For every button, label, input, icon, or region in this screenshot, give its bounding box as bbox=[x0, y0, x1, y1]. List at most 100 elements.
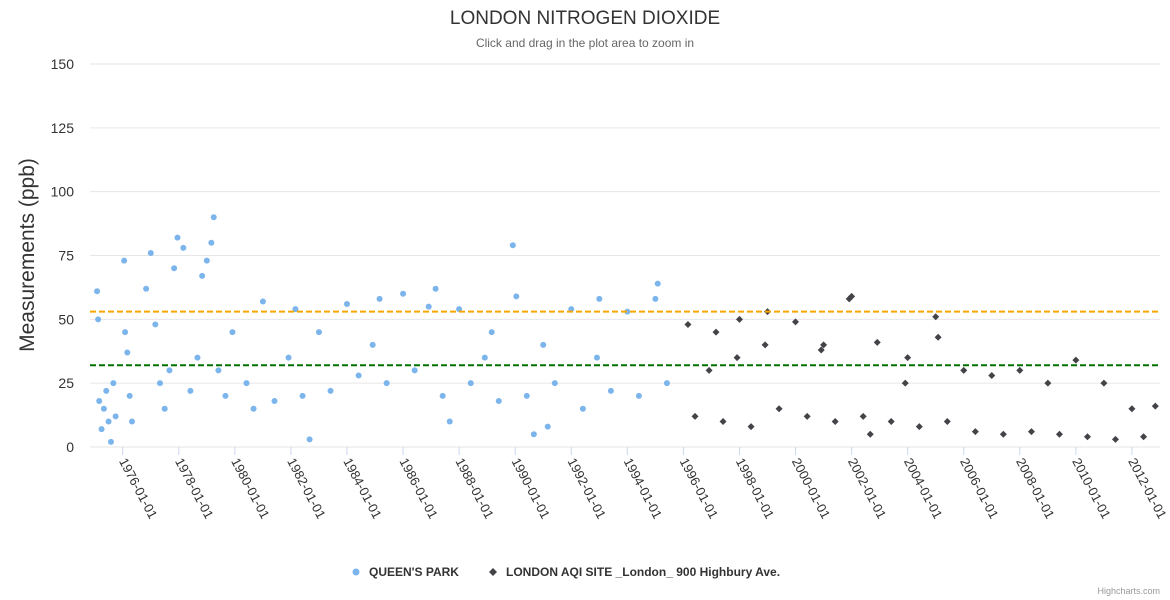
data-point bbox=[243, 380, 250, 387]
data-point bbox=[831, 417, 839, 425]
legend-label-queens-park: QUEEN'S PARK bbox=[369, 565, 459, 579]
data-point bbox=[635, 392, 642, 399]
y-tick-label: 125 bbox=[51, 120, 75, 136]
data-point bbox=[1055, 430, 1063, 438]
data-point bbox=[488, 329, 495, 336]
data-point bbox=[143, 285, 150, 292]
legend-item-london-aqi[interactable]: LONDON AQI SITE _London_ 900 Highbury Av… bbox=[489, 565, 780, 579]
data-point bbox=[904, 354, 912, 362]
reference-lines bbox=[90, 310, 1160, 367]
data-point bbox=[203, 257, 210, 264]
y-tick-label: 25 bbox=[58, 375, 74, 391]
data-point bbox=[705, 366, 713, 374]
data-point bbox=[229, 329, 236, 336]
data-point bbox=[654, 280, 661, 287]
data-point bbox=[607, 387, 614, 394]
data-point bbox=[194, 354, 201, 361]
data-point bbox=[105, 418, 112, 425]
data-point bbox=[208, 239, 215, 246]
data-point bbox=[456, 306, 463, 313]
data-point bbox=[988, 372, 996, 380]
y-axis-title: Measurements (ppb) bbox=[16, 158, 39, 352]
y-tick-label: 150 bbox=[51, 56, 75, 72]
data-point bbox=[1016, 366, 1024, 374]
legend: QUEEN'S PARK LONDON AQI SITE _London_ 90… bbox=[352, 565, 780, 579]
chart-title: LONDON NITROGEN DIOXIDE bbox=[450, 8, 720, 29]
data-point bbox=[187, 387, 194, 394]
data-point bbox=[820, 341, 828, 349]
data-point bbox=[292, 306, 299, 313]
data-point bbox=[250, 405, 257, 412]
data-point bbox=[712, 328, 720, 336]
data-point bbox=[112, 413, 119, 420]
data-point bbox=[999, 430, 1007, 438]
data-point bbox=[285, 354, 292, 361]
data-point bbox=[411, 367, 418, 374]
credits-link[interactable]: Highcharts.com bbox=[1097, 586, 1160, 596]
data-point bbox=[932, 313, 940, 321]
diamond-marker-icon bbox=[489, 568, 497, 576]
data-point bbox=[259, 298, 266, 305]
data-point bbox=[355, 372, 362, 379]
data-point bbox=[792, 318, 800, 326]
data-point bbox=[222, 392, 229, 399]
data-point bbox=[735, 315, 743, 323]
data-point bbox=[1072, 356, 1080, 364]
data-point bbox=[747, 423, 755, 431]
data-point bbox=[544, 423, 551, 430]
data-point bbox=[161, 405, 168, 412]
grid bbox=[90, 63, 1160, 448]
data-point bbox=[432, 285, 439, 292]
data-point bbox=[110, 380, 117, 387]
data-point bbox=[624, 308, 631, 315]
data-point bbox=[873, 338, 881, 346]
data-point bbox=[1111, 435, 1119, 443]
data-point bbox=[425, 303, 432, 310]
data-point bbox=[126, 392, 133, 399]
data-point bbox=[596, 295, 603, 302]
data-point bbox=[509, 242, 516, 249]
data-point bbox=[1100, 379, 1108, 387]
data-point bbox=[271, 398, 278, 405]
legend-label-london-aqi: LONDON AQI SITE _London_ 900 Highbury Av… bbox=[506, 565, 780, 579]
data-point bbox=[383, 380, 390, 387]
y-tick-label: 100 bbox=[51, 184, 75, 200]
data-point bbox=[568, 306, 575, 313]
data-point bbox=[376, 295, 383, 302]
data-point bbox=[859, 412, 867, 420]
data-point bbox=[733, 354, 741, 362]
data-point bbox=[684, 320, 692, 328]
data-point bbox=[152, 321, 159, 328]
y-tick-label: 75 bbox=[58, 248, 74, 264]
series-0 bbox=[94, 214, 670, 445]
legend-item-queens-park[interactable]: QUEEN'S PARK bbox=[352, 565, 460, 579]
data-point bbox=[315, 329, 322, 336]
data-point bbox=[915, 423, 923, 431]
y-axis-ticks: 0 25 50 75 100 125 150 bbox=[51, 56, 75, 455]
plot-area[interactable] bbox=[94, 214, 1159, 445]
data-point bbox=[446, 418, 453, 425]
data-point bbox=[887, 417, 895, 425]
data-point bbox=[1027, 428, 1035, 436]
data-point bbox=[166, 367, 173, 374]
data-point bbox=[1151, 402, 1159, 410]
data-point bbox=[147, 249, 154, 256]
data-point bbox=[540, 341, 547, 348]
data-point bbox=[199, 272, 206, 279]
data-point bbox=[210, 214, 217, 221]
data-point bbox=[775, 405, 783, 413]
data-point bbox=[96, 398, 103, 405]
y-tick-label: 50 bbox=[58, 311, 74, 327]
data-point bbox=[180, 244, 187, 251]
data-point bbox=[400, 290, 407, 297]
data-point bbox=[523, 392, 530, 399]
data-point bbox=[848, 292, 856, 300]
data-point bbox=[719, 417, 727, 425]
data-point bbox=[943, 417, 951, 425]
data-point bbox=[901, 379, 909, 387]
data-point bbox=[439, 392, 446, 399]
series-1 bbox=[684, 292, 1159, 443]
data-point bbox=[299, 392, 306, 399]
data-point bbox=[1083, 433, 1091, 441]
